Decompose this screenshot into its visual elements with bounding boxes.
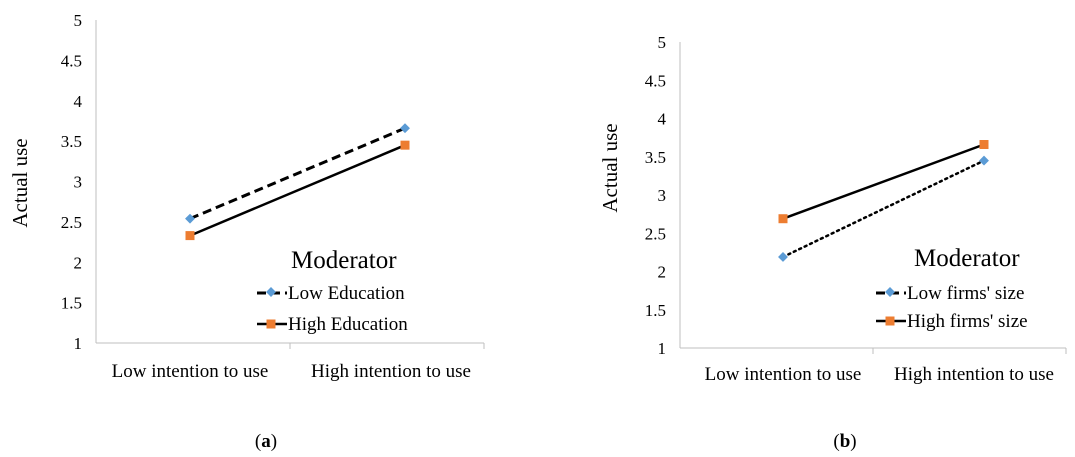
chart-a-x-tick-label: High intention to use [311, 361, 471, 382]
chart-b-y-tick-label: 4 [658, 110, 667, 129]
chart-a-point-low-education [400, 123, 410, 134]
chart-b-point-low-firms-size [778, 252, 788, 262]
chart-a-x-tick-label: Low intention to use [112, 361, 269, 382]
chart-b-x-tick-label: High intention to use [894, 364, 1054, 385]
chart-a-panel-label: a [261, 431, 271, 452]
chart-a-y-tick-label: 1.5 [61, 294, 82, 313]
chart-a-point-high-education [185, 231, 195, 241]
chart-b-y-tick-label: 1 [658, 339, 667, 358]
chart-a-legend-marker-high-education [266, 319, 276, 329]
chart-b-y-tick-label: 3 [658, 186, 667, 205]
chart-b-y-tick-label: 4.5 [645, 71, 666, 90]
chart-a-legend-title: Moderator [291, 247, 397, 274]
chart-b-series-high-firms-size-line [782, 143, 985, 220]
chart-a-legend-marker-low-education [266, 287, 276, 297]
chart-b: 1 1.5 2 2.5 3 3.5 4 4.5 5 Low intention to use H… [598, 33, 1067, 452]
chart-a-y-tick-label: 3.5 [61, 132, 82, 151]
chart-b-y-tick-label: 2 [658, 263, 667, 282]
chart-a-series-low-education-line [189, 126, 406, 221]
chart-a-y-tick-label: 4 [74, 92, 83, 111]
chart-a-point-high-education [400, 140, 410, 150]
chart-b-legend-title: Moderator [914, 245, 1020, 272]
chart-b-point-low-firms-size [979, 155, 989, 166]
chart-a-y-axis-label: Actual use [8, 138, 32, 227]
chart-b-y-axis-label: Actual use [598, 123, 622, 212]
chart-a-y-tick-label: 4.5 [61, 51, 82, 70]
chart-b-y-tick-label: 3.5 [645, 148, 666, 167]
chart-a-series-high-education-line [189, 144, 406, 237]
chart-b-point-high-firms-size [979, 140, 989, 150]
chart-b-legend-marker-high-firms-size [885, 316, 895, 326]
chart-a: 1 1.5 2 2.5 3 3.5 4 4.5 5 Low intention to use H… [8, 11, 485, 452]
chart-a-legend-label-high-education: High Education [288, 314, 408, 335]
chart-a-y-tick-label: 5 [74, 11, 83, 30]
chart-a-y-tick-label: 2 [74, 253, 83, 272]
chart-b-y-tick-label: 5 [658, 33, 667, 52]
chart-b-panel-caption: (b) [833, 431, 856, 452]
chart-b-y-tick-label: 1.5 [645, 301, 666, 320]
chart-b-panel-label: b [840, 431, 851, 452]
chart-b-point-high-firms-size [778, 214, 788, 224]
chart-a-y-tick-label: 1 [74, 334, 83, 353]
chart-a-y-tick-label: 2.5 [61, 213, 82, 232]
chart-a-panel-caption: (a) [255, 431, 277, 452]
chart-a-legend-label-low-education: Low Education [288, 283, 405, 304]
chart-b-legend-label-high-firms-size: High firms' size [907, 311, 1028, 332]
chart-b-x-tick-label: Low intention to use [705, 364, 862, 385]
chart-a-y-tick-label: 3 [74, 173, 83, 192]
chart-b-legend-label-low-firms-size: Low firms' size [907, 283, 1024, 304]
chart-b-legend-marker-low-firms-size [885, 287, 895, 297]
chart-a-point-low-education [185, 213, 195, 224]
chart-b-y-tick-label: 2.5 [645, 224, 666, 243]
chart-b-series-low-firms-size-line [781, 159, 986, 259]
